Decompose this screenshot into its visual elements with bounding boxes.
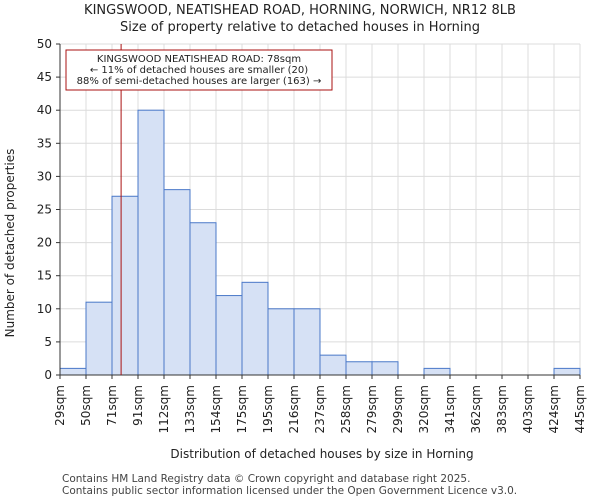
x-tick-label: 341sqm (443, 385, 457, 433)
y-tick-label: 0 (44, 368, 52, 382)
x-tick-label: 383sqm (495, 385, 509, 433)
y-tick-label: 25 (37, 203, 52, 217)
histogram-bar (241, 281, 269, 376)
x-tick-label: 50sqm (79, 385, 93, 426)
histogram-bar (189, 222, 217, 376)
x-tick-label: 29sqm (53, 385, 67, 426)
x-tick-label: 279sqm (365, 385, 379, 433)
x-tick-label: 195sqm (261, 385, 275, 433)
x-tick-label: 299sqm (391, 385, 405, 433)
x-tick-label: 362sqm (469, 385, 483, 433)
x-tick-label: 403sqm (521, 385, 535, 433)
annotation-line1: KINGSWOOD NEATISHEAD ROAD: 78sqm (97, 54, 301, 65)
chart-subtitle: Size of property relative to detached ho… (120, 20, 480, 35)
y-tick-label: 30 (37, 169, 52, 183)
y-tick-label: 10 (37, 302, 52, 316)
histogram-bar (553, 367, 581, 376)
histogram-bar (59, 367, 87, 376)
y-tick-label: 35 (37, 136, 52, 150)
x-tick-label: 175sqm (235, 385, 249, 433)
x-tick-label: 216sqm (287, 385, 301, 433)
x-tick-label: 424sqm (547, 385, 561, 433)
y-tick-label: 45 (37, 70, 52, 84)
histogram-bar (267, 308, 295, 376)
annotation-box (65, 49, 333, 91)
y-tick-label: 5 (44, 335, 52, 349)
x-axis-label: Distribution of detached houses by size … (170, 447, 473, 461)
x-tick-label: 258sqm (339, 385, 353, 433)
histogram-bar (215, 295, 243, 376)
histogram-bar (319, 354, 347, 376)
y-axis-label: Number of detached properties (3, 149, 17, 338)
histogram-bar (163, 189, 191, 376)
annotation-line2: ← 11% of detached houses are smaller (20… (90, 65, 308, 76)
chart-title: KINGSWOOD, NEATISHEAD ROAD, HORNING, NOR… (84, 3, 516, 18)
x-tick-label: 91sqm (131, 385, 145, 426)
y-tick-label: 40 (37, 103, 52, 117)
histogram-bar (423, 367, 451, 376)
y-tick-label: 50 (37, 37, 52, 51)
histogram-bar (111, 195, 139, 376)
x-tick-label: 71sqm (105, 385, 119, 426)
x-tick-label: 154sqm (209, 385, 223, 433)
histogram-bar (293, 308, 321, 376)
histogram-bar (137, 109, 165, 376)
y-tick-label: 15 (37, 269, 52, 283)
x-tick-label: 320sqm (417, 385, 431, 433)
y-tick-label: 20 (37, 236, 52, 250)
footer-copyright: Contains HM Land Registry data © Crown c… (62, 473, 471, 485)
x-tick-label: 112sqm (157, 385, 171, 433)
x-tick-label: 445sqm (573, 385, 587, 433)
histogram-bar (85, 301, 113, 376)
histogram-bar (345, 361, 373, 376)
x-tick-label: 133sqm (183, 385, 197, 433)
footer-licence: Contains public sector information licen… (62, 485, 518, 497)
x-tick-label: 237sqm (313, 385, 327, 433)
histogram-bar (371, 361, 399, 376)
annotation-line3: 88% of semi-detached houses are larger (… (77, 76, 322, 87)
